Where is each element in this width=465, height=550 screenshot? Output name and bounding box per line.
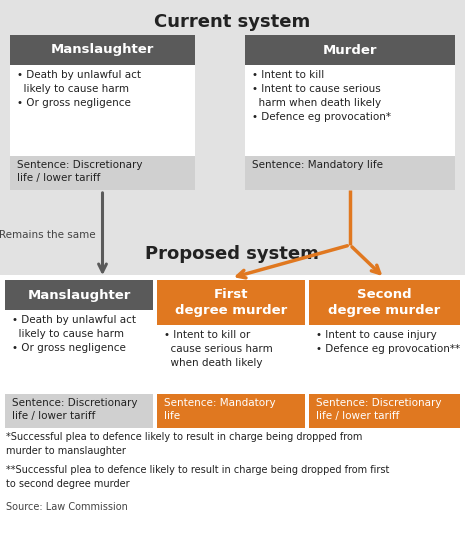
- Text: Second
degree murder: Second degree murder: [328, 288, 441, 317]
- Bar: [10, 35, 195, 65]
- Text: Current system: Current system: [154, 13, 310, 31]
- Text: Manslaughter: Manslaughter: [51, 43, 154, 57]
- Text: Proposed system: Proposed system: [145, 245, 319, 263]
- Text: Source: Law Commission: Source: Law Commission: [6, 502, 128, 512]
- Bar: [245, 156, 455, 190]
- Bar: [0, 275, 465, 550]
- Bar: [10, 65, 195, 190]
- Text: Sentence: Discretionary
life / lower tariff: Sentence: Discretionary life / lower tar…: [316, 398, 441, 421]
- Bar: [157, 394, 305, 428]
- Text: Sentence: Discretionary
life / lower tariff: Sentence: Discretionary life / lower tar…: [12, 398, 138, 421]
- Bar: [157, 325, 305, 428]
- Text: • Death by unlawful act
  likely to cause harm
• Or gross negligence: • Death by unlawful act likely to cause …: [12, 315, 136, 353]
- Bar: [245, 65, 455, 190]
- Text: • Intent to kill
• Intent to cause serious
  harm when death likely
• Defence eg: • Intent to kill • Intent to cause serio…: [252, 70, 391, 122]
- Bar: [5, 394, 153, 428]
- Bar: [245, 35, 455, 65]
- Text: First
degree murder: First degree murder: [175, 288, 287, 317]
- Bar: [5, 310, 153, 428]
- Bar: [309, 325, 460, 428]
- Text: *Successful plea to defence likely to result in charge being dropped from
murder: *Successful plea to defence likely to re…: [6, 432, 362, 455]
- Text: • Intent to cause injury
• Defence eg provocation**: • Intent to cause injury • Defence eg pr…: [316, 330, 460, 354]
- Text: **Successful plea to defence likely to result in charge being dropped from first: **Successful plea to defence likely to r…: [6, 465, 389, 488]
- Text: Sentence: Mandatory life: Sentence: Mandatory life: [252, 160, 383, 170]
- Text: • Intent to kill or
  cause serious harm
  when death likely: • Intent to kill or cause serious harm w…: [164, 330, 273, 368]
- Text: Manslaughter: Manslaughter: [27, 289, 131, 301]
- Bar: [5, 280, 153, 310]
- Text: Remains the same: Remains the same: [0, 230, 96, 240]
- Bar: [309, 280, 460, 325]
- Text: Sentence: Mandatory
life: Sentence: Mandatory life: [164, 398, 276, 421]
- Text: Murder: Murder: [323, 43, 377, 57]
- Bar: [157, 280, 305, 325]
- Bar: [10, 156, 195, 190]
- Text: Sentence: Discretionary
life / lower tariff: Sentence: Discretionary life / lower tar…: [17, 160, 142, 183]
- Text: • Death by unlawful act
  likely to cause harm
• Or gross negligence: • Death by unlawful act likely to cause …: [17, 70, 141, 108]
- Bar: [309, 394, 460, 428]
- Bar: [0, 0, 465, 275]
